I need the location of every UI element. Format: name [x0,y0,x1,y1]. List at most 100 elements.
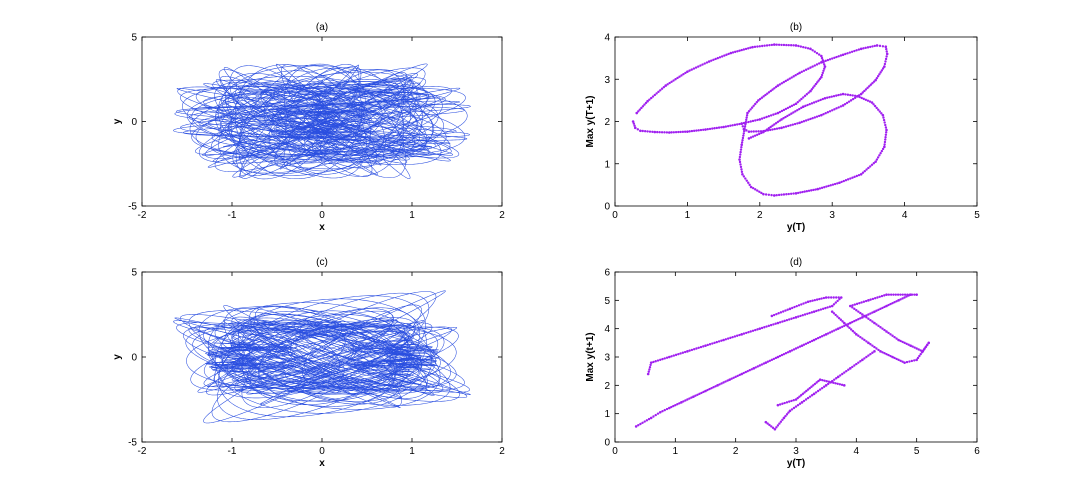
data-point [869,352,872,356]
data-point [880,149,884,153]
data-point [684,399,687,402]
data-point [885,304,888,308]
data-point [688,349,691,352]
data-point [633,126,637,130]
data-point [764,193,768,196]
data-point [841,372,844,376]
data-point [758,118,762,121]
data-point [794,316,798,319]
data-point [775,426,778,429]
data-point [735,334,739,337]
data-point [760,326,764,330]
data-point [861,91,864,94]
data-point [857,318,860,321]
data-point [863,357,866,360]
data-point [869,45,872,49]
data-point [835,107,838,110]
data-point [863,89,866,93]
data-point [796,122,799,125]
trajectory-line [303,79,422,164]
data-point [770,358,774,362]
data-point [818,187,822,190]
data-point [769,128,772,132]
data-point [818,297,821,301]
data-point [903,341,906,345]
y-tick-label: 0 [604,438,610,449]
data-point [679,130,682,134]
data-point [662,85,666,89]
data-point [830,304,834,308]
data-point [699,64,702,67]
data-point [848,51,852,54]
data-point [681,130,685,134]
data-point [760,363,764,366]
data-point [853,303,857,306]
data-point [792,111,795,114]
trajectory-line [385,344,439,371]
data-point [794,347,798,350]
data-point [839,54,843,57]
data-point [665,407,669,411]
data-point [889,302,892,306]
data-point [851,176,854,179]
data-point [661,357,664,361]
x-tick-label: 3 [829,210,835,221]
data-point [722,125,725,129]
data-point [740,141,744,144]
data-point [772,313,776,317]
data-point [913,293,916,296]
data-point [797,315,800,318]
data-point [780,118,783,121]
data-point [742,132,745,135]
data-point [635,111,639,115]
data-point [742,129,746,133]
data-point [806,312,809,315]
data-point [780,353,784,357]
data-point [840,180,843,184]
data-point [844,52,847,56]
data-point [849,93,852,97]
data-point [801,105,805,109]
data-point [632,122,636,125]
trajectory-line [214,63,385,180]
data-point [808,395,812,398]
data-point [897,338,900,342]
data-point [853,175,856,179]
data-point [789,44,793,47]
data-point [879,350,882,353]
data-point [875,347,878,350]
data-point [786,114,789,118]
data-point [776,111,780,115]
data-point [785,43,788,47]
data-point [867,299,870,302]
data-point [805,190,809,193]
data-point [729,51,733,55]
data-point [771,124,774,127]
data-point [804,342,808,345]
data-point [792,103,796,106]
data-point [808,102,811,106]
data-point [736,50,739,53]
data-point [826,111,830,114]
data-point [826,306,829,309]
data-point [853,307,856,311]
data-point [809,117,812,121]
y-tick-label: 4 [604,324,610,335]
data-point [885,352,888,356]
data-point [857,173,861,177]
data-point [807,118,810,121]
data-point [780,82,784,85]
data-point [818,388,822,391]
data-point [778,403,782,406]
data-point [827,296,830,299]
data-point [696,393,699,396]
data-point [873,321,876,325]
data-point [643,103,646,106]
data-point [760,191,763,195]
data-point [885,330,888,333]
data-point [816,187,820,191]
data-point [881,113,885,117]
data-point [800,303,803,306]
data-point [770,43,774,47]
data-point [810,339,814,343]
